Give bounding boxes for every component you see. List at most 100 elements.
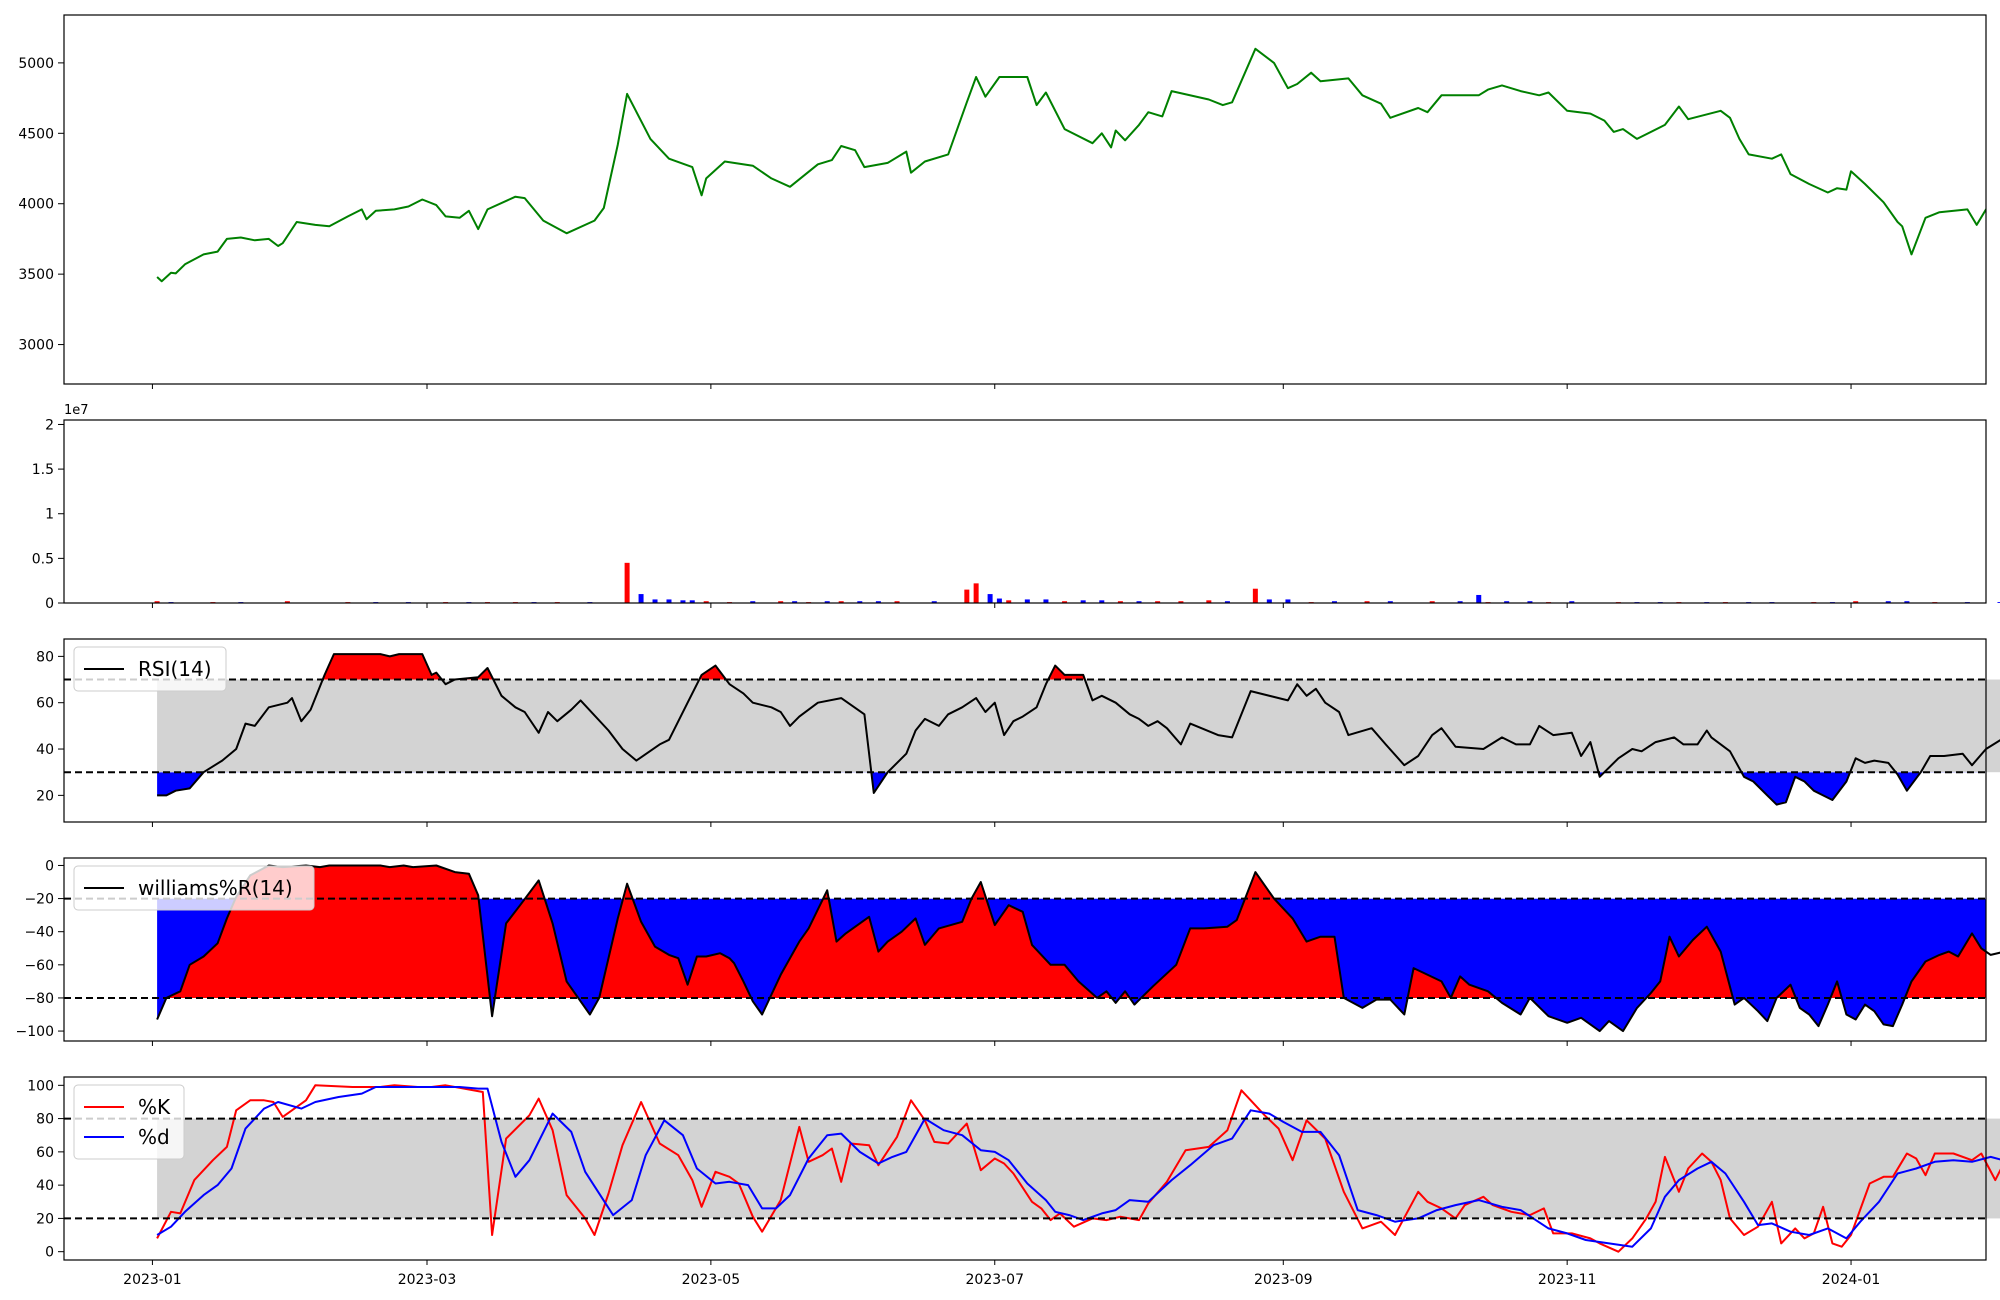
price-frame — [63, 14, 1987, 385]
volume-bar — [1904, 601, 1910, 603]
williams-ytick-label: −60 — [24, 958, 54, 974]
rsi-frame — [63, 638, 1987, 823]
volume-bar — [1062, 601, 1068, 603]
stochastic-ytick-label: 100 — [27, 1078, 54, 1094]
williams-ytick-label: −40 — [24, 925, 54, 941]
volume-bar — [964, 589, 970, 603]
volume-bar — [1569, 601, 1575, 603]
date-tick-label: 2023-09 — [1254, 1272, 1313, 1288]
rsi-ytick-label: 40 — [36, 742, 54, 758]
price-ytick-label: 3000 — [18, 338, 54, 354]
stochastic-ytick-label: 0 — [45, 1245, 54, 1261]
price-ytick-label: 4500 — [18, 126, 54, 142]
chart-panels: 300035004000450050001e700.511.52RSI(14)2… — [16, 14, 2000, 1265]
volume-bar — [1006, 600, 1012, 603]
stochastic-legend-box — [73, 1084, 185, 1160]
volume-bar — [666, 599, 672, 603]
volume-bar — [1206, 600, 1212, 603]
volume-bar — [1043, 599, 1049, 603]
date-axis: 2023-01 2023-03 2023-05 2023-07 2023-09 2023-… — [123, 1272, 1880, 1288]
williams-overbought-fill — [157, 865, 1986, 998]
volume-bar — [284, 601, 290, 603]
volume-bar — [987, 594, 993, 603]
williams-legend-label: williams%R(14) — [138, 876, 293, 900]
date-tick-label: 2023-01 — [123, 1272, 182, 1288]
volume-bar — [1080, 600, 1086, 603]
rsi-legend-label: RSI(14) — [138, 657, 212, 681]
date-tick-label: 2023-03 — [398, 1272, 457, 1288]
volume-ytick-label: 0.5 — [32, 551, 54, 567]
volume-bar — [838, 601, 844, 603]
volume-bar — [1331, 601, 1337, 603]
stochastic-neutral-band — [157, 1118, 2000, 1219]
price-ytick-label: 5000 — [18, 56, 54, 72]
stochastic-frame — [63, 1076, 1987, 1261]
volume-ytick-label: 2 — [45, 417, 54, 433]
volume-bar — [1285, 599, 1291, 603]
stochastic-d-line — [156, 1086, 2000, 1248]
volume-bar — [973, 583, 979, 603]
volume-bar — [996, 598, 1002, 603]
volume-bar — [1885, 601, 1891, 603]
volume-bar — [1504, 601, 1510, 603]
volume-bar — [1457, 601, 1463, 603]
williams-legend: williams%R(14) — [73, 865, 315, 911]
stochastic-ytick-label: 60 — [36, 1145, 54, 1161]
volume-bar — [1429, 601, 1435, 603]
rsi-line — [157, 653, 2000, 806]
volume-bar — [894, 601, 900, 603]
date-tick-label: 2023-07 — [966, 1272, 1025, 1288]
volume-bar — [1252, 588, 1258, 603]
volume-bar — [875, 601, 881, 603]
volume-bar — [1527, 601, 1533, 603]
volume-bar — [931, 601, 937, 603]
volume-bar — [689, 600, 695, 603]
volume-bar — [750, 601, 756, 603]
volume-bar — [154, 601, 160, 603]
williams-ytick-label: 0 — [45, 858, 54, 874]
volume-bar — [1364, 601, 1370, 603]
williams-ytick-label: −100 — [16, 1024, 54, 1040]
volume-bar — [703, 601, 709, 603]
stochastic-k-line — [156, 1084, 2000, 1253]
williams-line — [156, 864, 2000, 1033]
price-ytick-label: 4000 — [18, 197, 54, 213]
volume-bar — [778, 601, 784, 603]
volume-ytick-label: 0 — [45, 596, 54, 612]
rsi-oversold-fill — [157, 772, 1921, 805]
williams-ytick-label: −80 — [24, 991, 54, 1007]
volume-ytick-label: 1.5 — [32, 462, 54, 478]
volume-bar — [638, 594, 644, 603]
rsi-ytick-label: 60 — [36, 696, 54, 712]
volume-frame — [63, 419, 1987, 604]
volume-scale-exponent: 1e7 — [64, 403, 89, 418]
volume-bar — [792, 601, 798, 603]
volume-ytick-label: 1 — [45, 507, 54, 523]
volume-bar — [624, 562, 630, 603]
volume-bar — [1476, 594, 1482, 603]
volume-bar — [1997, 602, 2000, 603]
volume-bar — [1099, 600, 1105, 603]
date-tick-label: 2024-01 — [1822, 1272, 1881, 1288]
date-tick-label: 2023-11 — [1538, 1272, 1597, 1288]
volume-bar — [1117, 601, 1123, 603]
volume-bar — [857, 601, 863, 603]
stochastic-ytick-label: 20 — [36, 1211, 54, 1227]
date-tick-label: 2023-05 — [682, 1272, 741, 1288]
stochastic-legend-label: %d — [138, 1125, 170, 1149]
price-ytick-label: 3500 — [18, 267, 54, 283]
rsi-ytick-label: 20 — [36, 788, 54, 804]
stochastic-legend-label: %K — [138, 1095, 171, 1119]
rsi-neutral-band — [157, 679, 2000, 773]
volume-bar — [1853, 601, 1859, 603]
williams-ytick-label: −20 — [24, 892, 54, 908]
volume-bar — [1024, 599, 1030, 603]
volume-bar — [1155, 601, 1161, 603]
volume-bar — [1266, 599, 1272, 603]
williams-frame — [63, 857, 1987, 1042]
stochastic-ytick-label: 80 — [36, 1112, 54, 1128]
volume-bar — [1224, 601, 1230, 603]
volume-bar — [1178, 601, 1184, 603]
stochastic-ytick-label: 40 — [36, 1178, 54, 1194]
